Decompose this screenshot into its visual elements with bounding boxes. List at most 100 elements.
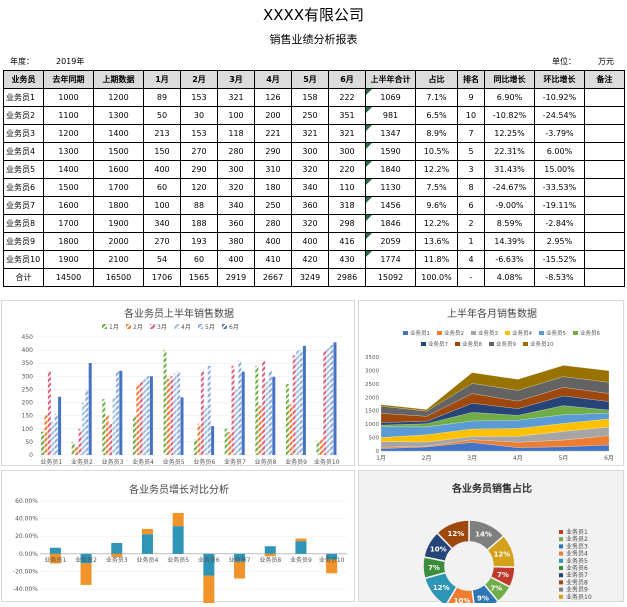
bar bbox=[111, 543, 123, 554]
x-tick-label: 业务员2 bbox=[75, 556, 97, 564]
table-cell: 1774 bbox=[365, 250, 416, 269]
y-tick-label: 60.00% bbox=[15, 498, 38, 505]
column-header: 去年同期 bbox=[43, 70, 94, 89]
bar bbox=[200, 371, 204, 455]
bar bbox=[49, 553, 61, 564]
column-header: 上期数据 bbox=[93, 70, 144, 89]
table-cell bbox=[584, 196, 625, 215]
bar bbox=[326, 347, 330, 455]
table-cell: -3.79% bbox=[534, 124, 585, 143]
table-cell: 310 bbox=[254, 160, 292, 179]
x-tick-label: 业务员1 bbox=[40, 458, 62, 466]
bar bbox=[264, 546, 276, 554]
table-cell: 250 bbox=[254, 196, 292, 215]
legend-swatch bbox=[126, 324, 131, 329]
table-cell: 1700 bbox=[43, 214, 94, 233]
table-cell: 业务员10 bbox=[3, 250, 44, 269]
pie-chart-panel: 各业务员销售占比 14% 12% 7% 7% 9% 10% 12% 7% 10% 12% 业务员1 业务… bbox=[358, 470, 624, 607]
legend-swatch bbox=[559, 551, 563, 556]
table-row: 业务员2 1100 1300 50 30 100 200 250 351 981 6.5% 10 -10… bbox=[3, 106, 625, 125]
table-cell: 6.5% bbox=[415, 106, 458, 125]
table-cell: 业务员9 bbox=[3, 232, 44, 251]
table-cell: 14.39% bbox=[484, 232, 535, 251]
table-cell: 16500 bbox=[93, 268, 144, 287]
table-cell: 3 bbox=[457, 160, 485, 179]
x-tick-label: 业务员6 bbox=[193, 458, 215, 466]
x-tick-label: 2月 bbox=[422, 455, 432, 462]
bar bbox=[228, 431, 232, 455]
table-cell: 120 bbox=[180, 178, 218, 197]
bar bbox=[173, 373, 177, 455]
bar bbox=[49, 547, 61, 554]
table-cell: 1456 bbox=[365, 196, 416, 215]
bar bbox=[234, 389, 238, 455]
column-header: 2月 bbox=[180, 70, 218, 89]
x-tick-label: 业务员9 bbox=[290, 556, 312, 564]
area-chart-panel: 上半年各月销售数据 业务员1 业务员2 业务员3 业务员4 业务员5 业务员6 业务员7 业务员… bbox=[358, 300, 624, 466]
y-tick-label: 350 bbox=[22, 360, 34, 367]
table-cell: -10.92% bbox=[534, 88, 585, 107]
legend-swatch bbox=[559, 594, 563, 599]
bar bbox=[119, 370, 123, 455]
bar bbox=[316, 440, 320, 455]
x-tick-label: 业务员7 bbox=[229, 556, 251, 564]
table-cell: 业务员5 bbox=[3, 160, 44, 179]
table-cell: 300 bbox=[217, 160, 255, 179]
y-tick-label: 1500 bbox=[365, 409, 379, 415]
legend-swatch bbox=[421, 342, 426, 346]
table-cell: 11.8% bbox=[415, 250, 458, 269]
column-header: 排名 bbox=[457, 70, 485, 89]
table-cell: 2667 bbox=[254, 268, 292, 287]
donut-slice bbox=[436, 519, 470, 550]
legend-swatch bbox=[222, 324, 227, 329]
table-cell: 7.1% bbox=[415, 88, 458, 107]
table-cell: 300 bbox=[291, 142, 329, 161]
table-cell: 1900 bbox=[93, 214, 144, 233]
table-cell: 300 bbox=[328, 142, 366, 161]
table-cell: 321 bbox=[217, 88, 255, 107]
x-tick-label: 5月 bbox=[558, 455, 568, 462]
table-cell: 6.90% bbox=[484, 88, 535, 107]
table-cell: 270 bbox=[180, 142, 218, 161]
y-tick-label: 450 bbox=[22, 334, 34, 341]
table-cell: 280 bbox=[254, 214, 292, 233]
table-cell: 981 bbox=[365, 106, 416, 125]
bar bbox=[75, 447, 79, 455]
x-tick-label: 3月 bbox=[467, 455, 477, 462]
table-cell: 6.00% bbox=[534, 142, 585, 161]
table-cell: 1900 bbox=[43, 250, 94, 269]
table-cell: 1347 bbox=[365, 124, 416, 143]
table-cell: 1706 bbox=[143, 268, 181, 287]
table-cell: 14500 bbox=[43, 268, 94, 287]
legend-swatch bbox=[539, 331, 544, 335]
legend-label: 业务员2 bbox=[566, 535, 588, 543]
y-tick-label: 3500 bbox=[365, 355, 379, 361]
legend-label: 5月 bbox=[205, 324, 215, 331]
table-cell: 业务员4 bbox=[3, 142, 44, 161]
table-row: 业务员3 1200 1400 213 153 118 221 321 321 1347 8.9% 7 1… bbox=[3, 124, 625, 143]
bar bbox=[326, 559, 338, 574]
legend-label: 业务员5 bbox=[546, 329, 567, 337]
table-cell: 400 bbox=[217, 250, 255, 269]
x-tick-label: 业务员2 bbox=[71, 458, 93, 466]
table-cell: 3249 bbox=[291, 268, 329, 287]
bar bbox=[78, 428, 82, 455]
area-series bbox=[380, 365, 610, 412]
table-cell: 290 bbox=[180, 160, 218, 179]
y-tick-label: 400 bbox=[22, 347, 34, 354]
table-cell: 2100 bbox=[93, 250, 144, 269]
x-tick-label: 业务员5 bbox=[167, 556, 189, 564]
table-cell: 4.08% bbox=[484, 268, 535, 287]
table-cell: 7 bbox=[457, 124, 485, 143]
bar bbox=[211, 426, 215, 455]
table-cell: 351 bbox=[328, 106, 366, 125]
table-cell: 1846 bbox=[365, 214, 416, 233]
table-cell: 100.0% bbox=[415, 268, 458, 287]
y-tick-label: 3000 bbox=[365, 368, 379, 374]
table-cell: 1200 bbox=[93, 88, 144, 107]
bar bbox=[81, 402, 85, 455]
table-cell: 1300 bbox=[43, 142, 94, 161]
table-cell: 1500 bbox=[93, 142, 144, 161]
bar bbox=[80, 553, 92, 564]
table-cell: 158 bbox=[291, 88, 329, 107]
